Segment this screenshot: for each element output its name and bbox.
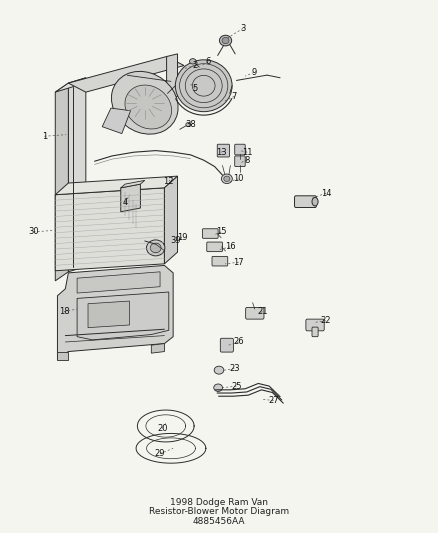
Text: 1: 1 (42, 132, 47, 141)
Ellipse shape (186, 123, 191, 127)
Text: 25: 25 (231, 382, 242, 391)
FancyBboxPatch shape (235, 156, 245, 166)
Text: 22: 22 (321, 316, 331, 325)
Polygon shape (68, 56, 184, 92)
Text: 14: 14 (321, 189, 331, 198)
Polygon shape (57, 265, 173, 360)
Polygon shape (57, 352, 68, 360)
Text: 21: 21 (258, 307, 268, 316)
FancyBboxPatch shape (212, 256, 228, 266)
Ellipse shape (111, 71, 178, 134)
Text: 13: 13 (216, 148, 226, 157)
FancyBboxPatch shape (235, 144, 245, 155)
Text: 18: 18 (59, 307, 69, 316)
Polygon shape (166, 54, 177, 99)
Polygon shape (77, 292, 169, 340)
Ellipse shape (222, 37, 229, 44)
Ellipse shape (175, 60, 232, 112)
Polygon shape (55, 176, 177, 195)
Text: 26: 26 (233, 337, 244, 346)
Polygon shape (68, 78, 86, 272)
Text: 7: 7 (232, 92, 237, 101)
Polygon shape (77, 272, 160, 293)
Polygon shape (55, 188, 164, 271)
Text: 6: 6 (205, 58, 211, 66)
Text: 27: 27 (268, 396, 279, 405)
Text: 30: 30 (28, 228, 39, 237)
Polygon shape (55, 78, 86, 92)
Ellipse shape (125, 85, 172, 129)
FancyBboxPatch shape (312, 327, 318, 337)
Polygon shape (121, 184, 141, 212)
Text: 23: 23 (229, 364, 240, 373)
Polygon shape (55, 83, 68, 281)
Text: 29: 29 (155, 449, 165, 458)
Text: 3: 3 (240, 24, 246, 33)
Text: 1998 Dodge Ram Van: 1998 Dodge Ram Van (170, 498, 268, 507)
Ellipse shape (221, 174, 232, 183)
Text: 17: 17 (233, 258, 244, 266)
Polygon shape (102, 108, 131, 134)
Text: 16: 16 (225, 243, 235, 252)
Text: 4: 4 (123, 198, 128, 207)
Text: 4885456AA: 4885456AA (193, 517, 245, 526)
Ellipse shape (214, 366, 224, 374)
Ellipse shape (224, 176, 230, 181)
Text: 20: 20 (157, 424, 167, 433)
Ellipse shape (219, 35, 232, 46)
FancyBboxPatch shape (294, 196, 316, 207)
Polygon shape (151, 344, 164, 353)
Text: 5: 5 (192, 84, 198, 93)
Text: Resistor-Blower Motor Diagram: Resistor-Blower Motor Diagram (149, 507, 289, 516)
Text: 12: 12 (163, 177, 174, 186)
Ellipse shape (312, 197, 318, 206)
Text: 39: 39 (170, 237, 180, 246)
FancyBboxPatch shape (306, 319, 324, 331)
FancyBboxPatch shape (202, 229, 218, 238)
Ellipse shape (150, 243, 161, 253)
Text: 10: 10 (233, 174, 244, 183)
FancyBboxPatch shape (246, 308, 264, 319)
Text: 8: 8 (245, 156, 250, 165)
Polygon shape (88, 301, 130, 328)
Text: 15: 15 (216, 228, 226, 237)
Polygon shape (164, 176, 177, 264)
FancyBboxPatch shape (207, 242, 223, 252)
Text: 9: 9 (251, 68, 257, 77)
Text: 2: 2 (192, 61, 198, 70)
FancyBboxPatch shape (217, 144, 230, 157)
Ellipse shape (190, 59, 196, 64)
Text: 38: 38 (185, 119, 196, 128)
FancyBboxPatch shape (220, 338, 233, 352)
Text: 11: 11 (242, 148, 253, 157)
Polygon shape (121, 180, 145, 188)
Text: 19: 19 (177, 233, 187, 242)
Ellipse shape (147, 240, 165, 256)
Ellipse shape (214, 384, 223, 391)
